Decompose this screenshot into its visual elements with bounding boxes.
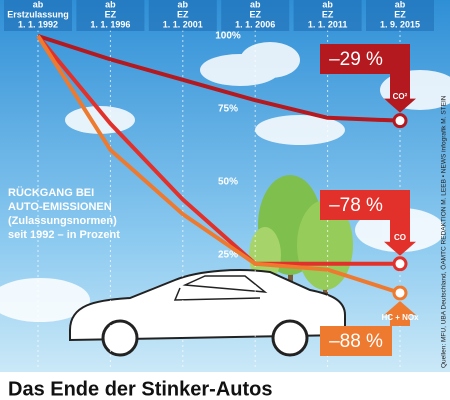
x-tick-label: 1. 1. 1996 bbox=[90, 19, 130, 29]
x-tick-label: EZ bbox=[249, 9, 261, 19]
end-point bbox=[392, 256, 408, 272]
car-wheel bbox=[101, 319, 139, 357]
x-tick-label: EZ bbox=[322, 9, 334, 19]
x-tick-label: EZ bbox=[177, 9, 189, 19]
series-line bbox=[36, 34, 401, 295]
callout-box bbox=[320, 44, 392, 74]
subtitle-line: seit 1992 – in Prozent bbox=[8, 229, 120, 241]
category-header bbox=[76, 0, 145, 31]
callout-arrow bbox=[384, 300, 416, 326]
subtitle-line: AUTO-EMISSIONEN bbox=[8, 201, 112, 213]
car-window bbox=[173, 275, 268, 301]
source: Quellen: MFU, UBA Deutschland, ÖAMTC RED… bbox=[440, 95, 448, 368]
x-tick-label: 1. 1. 2001 bbox=[163, 19, 203, 29]
category-header bbox=[221, 0, 290, 31]
subtitle-line: RÜCKGANG BEI bbox=[8, 186, 94, 199]
callout-label: –78 % bbox=[329, 195, 383, 216]
callout-arrow bbox=[384, 190, 416, 256]
y-tick-label: 25% bbox=[218, 250, 238, 261]
category-header bbox=[366, 0, 434, 31]
car-wheel bbox=[271, 319, 309, 357]
x-tick-label: EZ bbox=[105, 9, 117, 19]
x-tick-label: ab bbox=[395, 0, 406, 9]
category-header bbox=[293, 0, 362, 31]
x-tick-label: 1. 9. 2015 bbox=[380, 19, 420, 29]
legend-label: CO² bbox=[393, 92, 408, 101]
car bbox=[69, 269, 346, 342]
series-line bbox=[37, 34, 401, 123]
x-tick-label: ab bbox=[33, 0, 44, 9]
callout-box bbox=[320, 190, 392, 220]
subtitle-line: (Zulassungsnormen) bbox=[8, 215, 117, 227]
category-header bbox=[148, 0, 217, 31]
subtitle: RÜCKGANG BEI AUTO-EMISSIONEN (Zulassungs… bbox=[8, 186, 120, 241]
chart-title: Das Ende der Stinker-Autos bbox=[8, 378, 273, 400]
callout-label: –29 % bbox=[329, 49, 383, 70]
y-tick-label: 50% bbox=[218, 177, 238, 188]
x-tick-label: 1. 1. 2006 bbox=[235, 19, 275, 29]
series-line bbox=[36, 34, 400, 266]
category-header bbox=[4, 0, 72, 31]
callout-box bbox=[320, 326, 392, 356]
x-tick-label: ab bbox=[105, 0, 116, 9]
y-tick-label: 75% bbox=[218, 104, 238, 115]
x-tick-label: ab bbox=[322, 0, 333, 9]
x-tick-label: EZ bbox=[394, 9, 406, 19]
y-tick-label: 100% bbox=[215, 31, 241, 42]
callout-label: –88 % bbox=[329, 331, 383, 352]
x-tick-label: ab bbox=[250, 0, 261, 9]
x-tick-label: 1. 1. 1992 bbox=[18, 19, 58, 29]
x-tick-label: ab bbox=[178, 0, 189, 9]
end-point bbox=[392, 113, 408, 129]
legend-label: HC + NOx bbox=[381, 313, 419, 322]
x-tick-label: Erstzulassung bbox=[7, 9, 69, 19]
end-point bbox=[392, 285, 408, 301]
title-band bbox=[0, 372, 450, 400]
callout-arrow bbox=[384, 44, 416, 113]
x-tick-label: 1. 1. 2011 bbox=[308, 19, 348, 29]
legend-label: CO bbox=[394, 233, 406, 242]
